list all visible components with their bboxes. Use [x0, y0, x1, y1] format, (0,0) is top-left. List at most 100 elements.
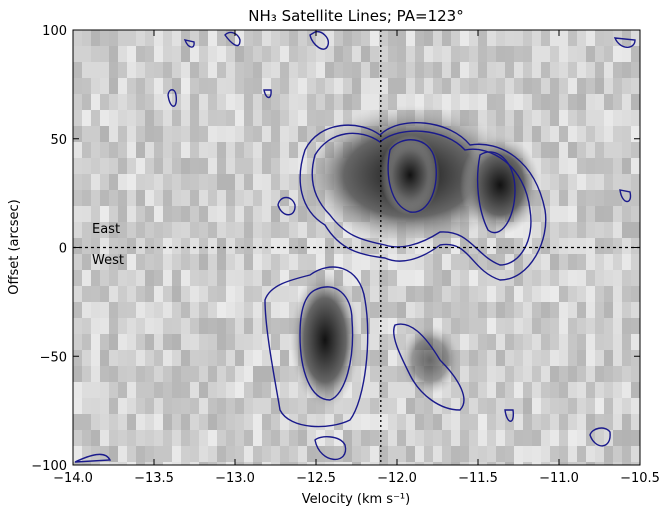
pixel	[622, 350, 631, 366]
pixel	[145, 78, 154, 94]
pixel	[361, 334, 370, 350]
pixel	[334, 462, 343, 465]
pixel	[136, 110, 145, 126]
pixel	[73, 334, 82, 350]
pixel	[415, 62, 424, 78]
pixel	[172, 286, 181, 302]
pixel	[559, 286, 568, 302]
pixel	[595, 334, 604, 350]
pixel	[370, 78, 379, 94]
pixel	[469, 302, 478, 318]
pixel	[586, 462, 595, 465]
pixel	[505, 446, 514, 462]
pixel	[127, 414, 136, 430]
pixel	[262, 46, 271, 62]
pixel	[280, 286, 289, 302]
pixel	[352, 366, 361, 382]
pixel	[235, 78, 244, 94]
pixel	[433, 318, 442, 334]
pixel	[289, 126, 298, 142]
pixel	[208, 78, 217, 94]
pixel	[361, 238, 370, 254]
pixel	[433, 398, 442, 414]
pixel	[289, 430, 298, 446]
pixel	[325, 414, 334, 430]
pixel	[361, 430, 370, 446]
pixel	[73, 78, 82, 94]
pixel	[298, 270, 307, 286]
pixel	[613, 462, 622, 465]
pixel	[298, 94, 307, 110]
pixel	[127, 142, 136, 158]
pixel	[460, 350, 469, 366]
pixel	[604, 94, 613, 110]
pixel	[253, 254, 262, 270]
pixel	[316, 222, 325, 238]
pixel	[199, 414, 208, 430]
pixel	[523, 30, 532, 46]
pixel	[253, 318, 262, 334]
pixel	[181, 174, 190, 190]
pixel	[109, 398, 118, 414]
pixel	[82, 78, 91, 94]
pixel	[604, 414, 613, 430]
pixel	[604, 350, 613, 366]
pixel	[478, 446, 487, 462]
pixel	[280, 62, 289, 78]
pixel	[505, 334, 514, 350]
pixel	[397, 398, 406, 414]
pixel	[496, 366, 505, 382]
pixel	[541, 78, 550, 94]
pixel	[514, 222, 523, 238]
pixel	[244, 222, 253, 238]
pixel	[181, 430, 190, 446]
pixel	[82, 414, 91, 430]
pixel	[82, 302, 91, 318]
pixel	[559, 78, 568, 94]
pixel	[505, 302, 514, 318]
pixel	[208, 174, 217, 190]
pixel	[370, 254, 379, 270]
pixel	[568, 110, 577, 126]
pixel	[433, 462, 442, 465]
pixel	[496, 94, 505, 110]
pixel	[505, 382, 514, 398]
pixel	[631, 462, 640, 465]
pixel	[199, 126, 208, 142]
pixel	[478, 430, 487, 446]
pixel	[370, 302, 379, 318]
pixel	[262, 462, 271, 465]
pixel	[622, 366, 631, 382]
pixel	[298, 398, 307, 414]
pixel	[73, 302, 82, 318]
pixel	[181, 334, 190, 350]
pixel	[262, 78, 271, 94]
pixel	[514, 46, 523, 62]
pixel	[568, 142, 577, 158]
pixel	[388, 30, 397, 46]
pixel	[163, 462, 172, 465]
pixel	[460, 430, 469, 446]
pixel	[577, 110, 586, 126]
pixel	[271, 238, 280, 254]
pixel	[631, 238, 640, 254]
pixel	[595, 78, 604, 94]
pixel	[478, 334, 487, 350]
pixel	[451, 382, 460, 398]
pixel	[181, 270, 190, 286]
pixel	[289, 238, 298, 254]
pixel	[433, 94, 442, 110]
pixel	[127, 334, 136, 350]
pixel	[541, 398, 550, 414]
pixel	[496, 414, 505, 430]
pixel	[568, 446, 577, 462]
pixel	[577, 158, 586, 174]
pixel	[370, 62, 379, 78]
pixel	[136, 398, 145, 414]
pixel	[397, 94, 406, 110]
pixel	[262, 382, 271, 398]
pixel	[181, 382, 190, 398]
pixel	[514, 318, 523, 334]
pixel	[271, 30, 280, 46]
pixel	[559, 190, 568, 206]
